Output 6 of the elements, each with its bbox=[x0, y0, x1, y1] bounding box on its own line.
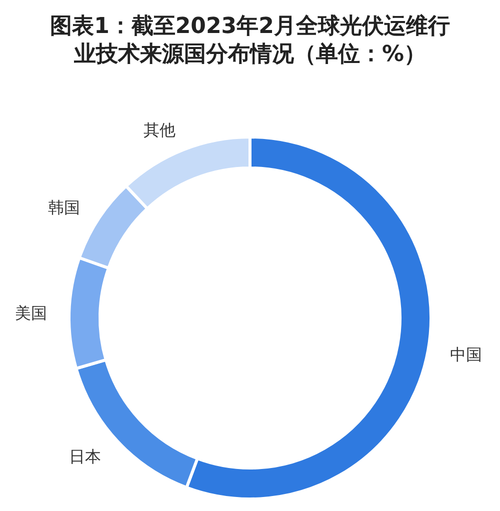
chart-title: 图表1：截至2023年2月全球光伏运维行业技术来源国分布情况（单位：%） bbox=[50, 13, 450, 67]
slice-label: 中国 bbox=[450, 345, 482, 364]
slice-label: 其他 bbox=[143, 120, 176, 140]
slice-label: 韩国 bbox=[48, 198, 80, 218]
slice-label: 美国 bbox=[15, 303, 48, 322]
slice-label: 日本 bbox=[69, 447, 102, 466]
